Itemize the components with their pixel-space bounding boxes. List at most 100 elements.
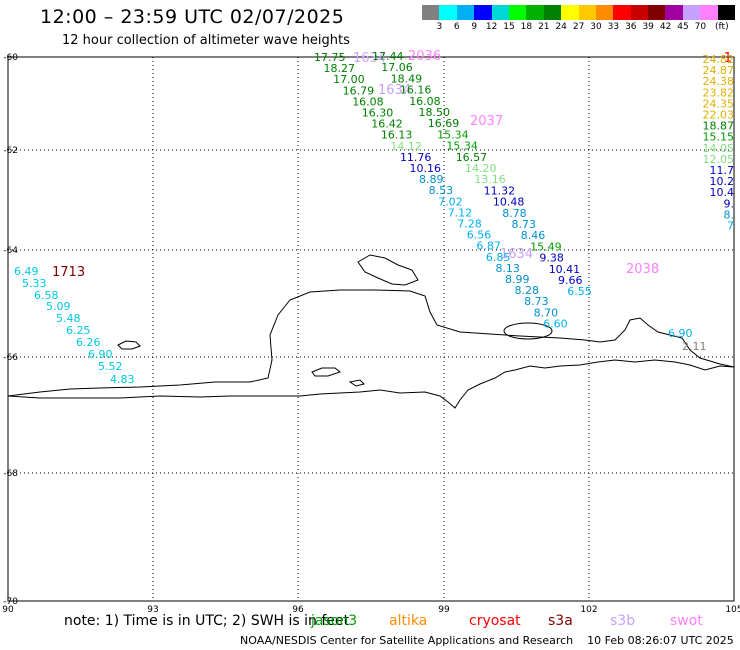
wave-height-value: 8.78 xyxy=(502,207,527,220)
longitude-label: 105 xyxy=(725,605,740,615)
legend-tick-label: 27 xyxy=(572,22,585,32)
track-id-label: 1713 xyxy=(52,265,85,280)
wave-height-value: 15.49 xyxy=(530,240,562,253)
track-id-label: 1634 xyxy=(353,51,386,66)
legend-tick-label: 36 xyxy=(625,22,637,32)
wave-height-value: 6.60 xyxy=(543,317,568,330)
wave-height-value: 24.38 xyxy=(703,75,735,88)
wave-height-value: 24.87 xyxy=(703,64,735,77)
wave-height-value: 6.87 xyxy=(476,240,501,253)
wave-height-value: 17.75 xyxy=(314,51,346,64)
wave-height-value: 6.26 xyxy=(76,336,101,349)
wave-height-value: 6.25 xyxy=(66,324,91,337)
credit-timestamp: 10 Feb 08:26:07 UTC 2025 xyxy=(587,634,734,647)
wave-height-value: 23.82 xyxy=(703,86,735,99)
wave-height-value: 7.28 xyxy=(457,218,482,231)
track-id-label: 2036 xyxy=(408,49,441,64)
legend-swatch xyxy=(561,5,579,20)
wave-height-value: 14.20 xyxy=(465,162,497,175)
track-id-label: 1634 xyxy=(500,247,533,262)
legend-swatch xyxy=(630,5,649,20)
legend-swatch xyxy=(439,5,457,20)
track-id-label: 1 xyxy=(724,51,732,66)
credit-org: NOAA/NESDIS Center for Satellite Applica… xyxy=(240,634,574,647)
legend-swatch xyxy=(543,5,562,20)
track-id-label: 1634 xyxy=(378,83,411,98)
wave-height-value: 15.15 xyxy=(703,131,735,144)
legend-swatch xyxy=(700,5,718,20)
wave-height-value: 10.41 xyxy=(549,263,581,276)
coastline-islet xyxy=(348,379,365,387)
legend-tick-label: 9 xyxy=(471,22,478,32)
wave-height-value: 14.12 xyxy=(390,140,422,153)
wave-height-value: 10.2 xyxy=(710,175,735,188)
wave-height-value: 8.13 xyxy=(495,262,520,275)
wave-height-value: 18.27 xyxy=(324,62,356,75)
wave-height-value: 13.16 xyxy=(474,173,506,186)
legend-tick-label: 18 xyxy=(520,22,533,32)
wave-height-value: 24.82 xyxy=(703,53,735,66)
latitude-label: -60 xyxy=(3,53,18,63)
wave-height-value: 5.52 xyxy=(98,360,123,373)
wave-height-value: 10.48 xyxy=(493,196,525,209)
legend-tick-label: 3 xyxy=(436,22,443,32)
wave-height-value: 16.08 xyxy=(352,95,384,108)
wave-height-value: 17.06 xyxy=(381,61,413,74)
map-frame xyxy=(7,56,735,602)
wave-height-value: 2.11 xyxy=(682,340,707,353)
legend-swatch xyxy=(508,5,527,20)
legend-swatch xyxy=(526,5,544,20)
legend-swatch xyxy=(474,5,492,20)
legend-tick-label: 39 xyxy=(642,22,654,32)
legend-swatch xyxy=(613,5,631,20)
wave-height-value: 9. xyxy=(724,197,735,210)
wave-height-value: 16.79 xyxy=(343,84,375,97)
legend-swatch xyxy=(682,5,701,20)
legend-swatch xyxy=(491,5,509,20)
track-labels: 1713 1634 1634 1634 2036 2037 2038 1 xyxy=(52,49,732,280)
wave-height-value: 7.12 xyxy=(448,206,473,219)
track-id-label: 2037 xyxy=(470,114,503,129)
wave-height-value: 5.09 xyxy=(46,300,71,313)
wave-height-value: 22.03 xyxy=(703,109,735,122)
satellite-legend-item: altika xyxy=(389,613,428,629)
latitude-label: -70 xyxy=(3,597,18,607)
satellite-legend-item: s3a xyxy=(548,613,573,629)
wave-height-value: 8.70 xyxy=(534,306,559,319)
legend-tick-label: 21 xyxy=(538,22,550,32)
longitude-label: 93 xyxy=(147,605,158,615)
map-subtitle: 12 hour collection of altimeter wave hei… xyxy=(62,33,350,48)
wave-height-value: 7 xyxy=(727,220,734,233)
coastline-bay xyxy=(311,367,342,377)
wave-height-value: 18.49 xyxy=(391,72,423,85)
legend-swatch xyxy=(717,5,736,20)
satellite-legend-item: s3b xyxy=(610,613,636,629)
wave-height-value: 8.73 xyxy=(512,218,537,231)
coastline-main xyxy=(7,289,735,409)
wave-height-value: 6.90 xyxy=(668,327,693,340)
wave-height-value: 18.50 xyxy=(419,106,451,119)
wave-height-value: 16.13 xyxy=(381,129,413,142)
legend-swatch xyxy=(665,5,683,20)
wave-height-value: 8. xyxy=(724,208,735,221)
wave-height-value: 16.08 xyxy=(409,95,441,108)
color-legend xyxy=(422,5,736,20)
wave-height-value: 24.35 xyxy=(703,97,735,110)
satellite-legend-item: cryosat xyxy=(469,613,521,629)
legend-tick-label: 70 xyxy=(694,22,707,32)
wave-height-value: 6.55 xyxy=(567,285,592,298)
legend-tick-label: 6 xyxy=(453,22,460,32)
wave-height-values: 6.495.336.585.095.486.256.266.905.524.83… xyxy=(14,50,734,386)
wave-height-value: 8.46 xyxy=(521,229,546,242)
wave-height-value: 18.87 xyxy=(703,120,735,133)
wave-height-value: 5.33 xyxy=(22,277,47,290)
legend-tick-label: 42 xyxy=(659,22,672,32)
wave-height-value: 16.42 xyxy=(371,118,403,131)
longitude-label: 99 xyxy=(438,605,450,615)
coastline-island-east xyxy=(503,322,553,340)
coastline xyxy=(7,254,735,409)
wave-height-value: 8.28 xyxy=(515,284,540,297)
wave-height-value: 4.83 xyxy=(110,373,135,386)
coastline-island-west xyxy=(117,340,141,350)
wave-height-value: 16.69 xyxy=(428,117,460,130)
